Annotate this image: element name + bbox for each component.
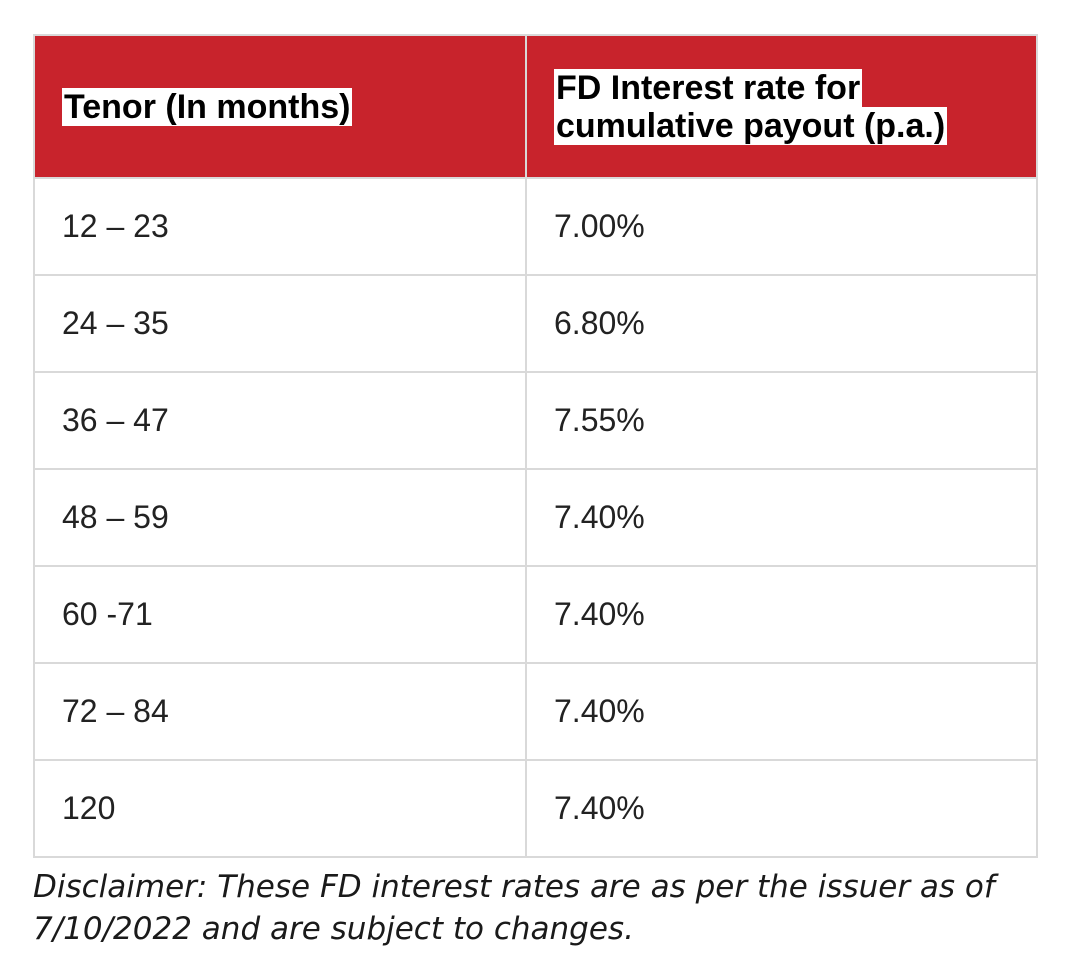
tenor-cell: 24 – 35 bbox=[33, 274, 527, 373]
rate-cell: 7.40% bbox=[525, 759, 1038, 858]
table-header-row: Tenor (In months) FD Interest rate for c… bbox=[33, 34, 1038, 179]
header-tenor-label: Tenor (In months) bbox=[62, 87, 353, 126]
tenor-cell: 36 – 47 bbox=[33, 371, 527, 470]
tenor-cell: 48 – 59 bbox=[33, 468, 527, 567]
tenor-cell: 72 – 84 bbox=[33, 662, 527, 761]
rate-cell: 7.40% bbox=[525, 565, 1038, 664]
tenor-cell: 60 -71 bbox=[33, 565, 527, 664]
table-row: 12 – 23 7.00% bbox=[33, 177, 1038, 276]
tenor-cell: 120 bbox=[33, 759, 527, 858]
rate-cell: 7.55% bbox=[525, 371, 1038, 470]
tenor-cell: 12 – 23 bbox=[33, 177, 527, 276]
table-row: 48 – 59 7.40% bbox=[33, 468, 1038, 567]
table-row: 120 7.40% bbox=[33, 759, 1038, 858]
table-row: 36 – 47 7.55% bbox=[33, 371, 1038, 470]
table-row: 72 – 84 7.40% bbox=[33, 662, 1038, 761]
rate-cell: 7.40% bbox=[525, 662, 1038, 761]
rate-cell: 6.80% bbox=[525, 274, 1038, 373]
header-tenor: Tenor (In months) bbox=[33, 34, 527, 179]
fd-rates-table: Tenor (In months) FD Interest rate for c… bbox=[33, 34, 1038, 858]
header-rate: FD Interest rate for cumulative payout (… bbox=[525, 34, 1038, 179]
table-row: 60 -71 7.40% bbox=[33, 565, 1038, 664]
header-rate-label: FD Interest rate for cumulative payout (… bbox=[554, 68, 948, 145]
disclaimer-text: Disclaimer: These FD interest rates are … bbox=[33, 869, 995, 947]
table-row: 24 – 35 6.80% bbox=[33, 274, 1038, 373]
rate-cell: 7.40% bbox=[525, 468, 1038, 567]
rate-cell: 7.00% bbox=[525, 177, 1038, 276]
